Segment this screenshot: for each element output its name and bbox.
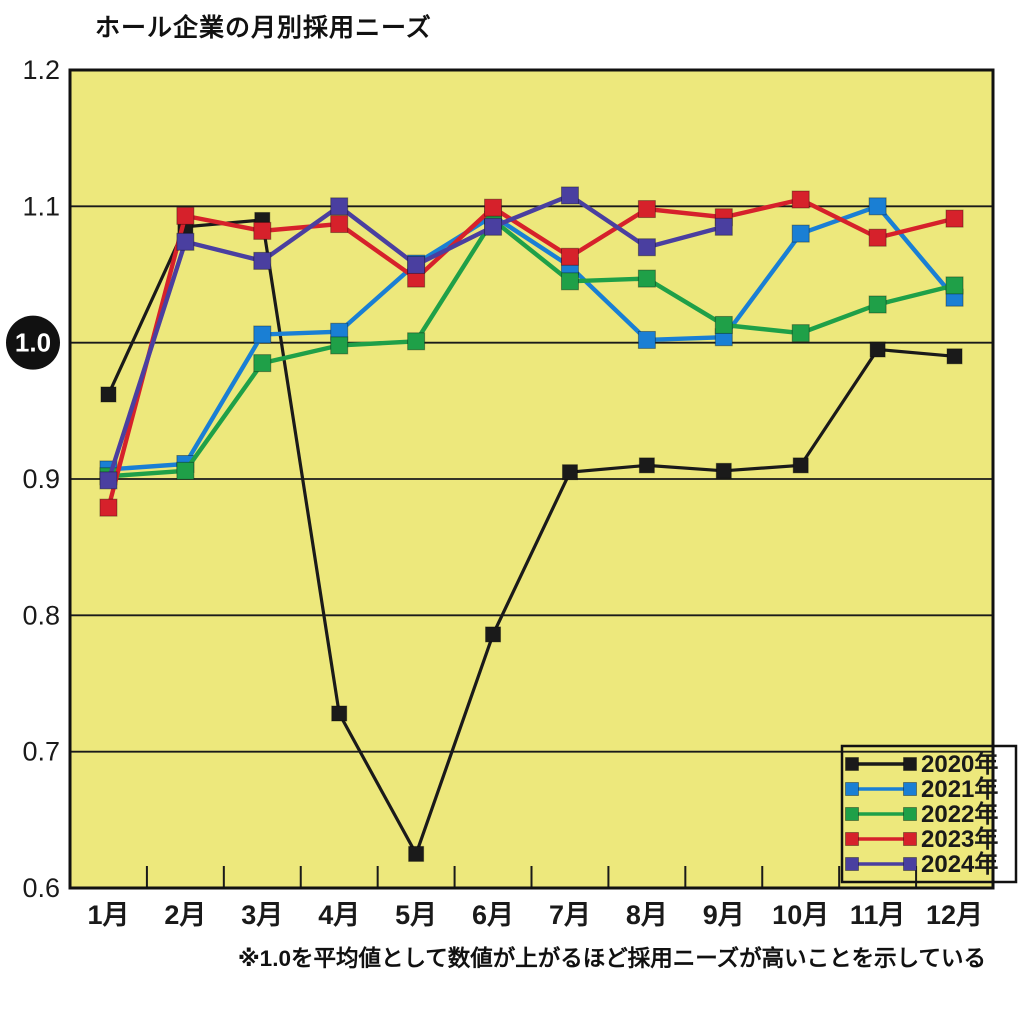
data-point-2020年	[100, 386, 117, 403]
legend-label-2022年: 2022年	[921, 800, 998, 828]
y-tick-badge	[6, 315, 60, 370]
plot-border	[68, 68, 995, 890]
data-point-2023年	[868, 228, 887, 247]
series-line-2022年	[108, 216, 956, 479]
data-point-2023年	[637, 200, 656, 219]
legend-label-2023年: 2023年	[921, 825, 998, 853]
data-point-2022年	[176, 461, 195, 480]
data-point-2023年	[176, 206, 195, 225]
legend-box	[840, 744, 1018, 884]
data-point-2022年	[945, 276, 964, 295]
series-line-2021年	[108, 203, 957, 472]
legend-marker-2021年	[903, 782, 917, 796]
series-line-2020年	[107, 218, 955, 858]
legend-marker-2023年	[845, 832, 859, 846]
legend-label-2020年: 2020年	[921, 750, 998, 778]
data-point-2021年	[253, 325, 272, 344]
y-tick-label: 0.6	[22, 873, 60, 903]
data-point-2020年	[638, 457, 655, 474]
data-point-2020年	[331, 705, 348, 722]
data-point-2024年	[330, 197, 349, 216]
data-point-2024年	[99, 471, 118, 490]
y-tick-label: 0.7	[22, 737, 60, 767]
data-point-2024年	[407, 255, 426, 274]
data-point-2021年	[868, 197, 887, 216]
x-tick-label: 1月	[87, 900, 129, 930]
data-point-2021年	[791, 224, 810, 243]
data-point-2023年	[253, 221, 272, 240]
data-point-2020年	[946, 348, 963, 365]
x-tick-label: 11月	[850, 900, 906, 930]
data-point-2024年	[714, 217, 733, 236]
chart-title: ホール企業の月別採用ニーズ	[95, 14, 432, 42]
legend-label-2021年: 2021年	[921, 775, 998, 803]
data-point-2020年	[715, 462, 732, 479]
x-tick-label: 12月	[926, 900, 983, 930]
data-point-2020年	[561, 464, 578, 481]
x-tick-label: 9月	[703, 900, 745, 930]
x-tick-label: 5月	[395, 900, 437, 930]
data-point-2023年	[560, 247, 579, 266]
data-point-2024年	[637, 238, 656, 257]
x-tick-label: 4月	[318, 900, 360, 930]
legend-marker-2020年	[845, 757, 859, 771]
data-point-2020年	[485, 626, 502, 643]
data-point-2020年	[792, 457, 809, 474]
data-point-2023年	[791, 190, 810, 209]
series-line-2023年	[106, 197, 956, 509]
x-tick-label: 7月	[549, 900, 591, 930]
legend-marker-2020年	[903, 757, 917, 771]
x-tick-label: 6月	[472, 900, 514, 930]
x-tick-label: 8月	[626, 900, 668, 930]
data-point-2022年	[253, 354, 272, 373]
y-tick-label: 1.1	[22, 191, 60, 221]
chart-footnote: ※1.0を平均値として数値が上がるほど採用ニーズが高いことを示している	[237, 946, 986, 971]
data-point-2022年	[714, 315, 733, 334]
data-point-2020年	[408, 845, 425, 862]
legend-marker-2022年	[845, 807, 859, 821]
data-point-2022年	[330, 336, 349, 355]
data-point-2023年	[484, 198, 503, 217]
data-point-2024年	[560, 186, 579, 205]
data-point-2024年	[484, 217, 503, 236]
legend-marker-2024年	[903, 857, 917, 871]
y-tick-label: 0.8	[22, 600, 60, 630]
data-point-2022年	[868, 295, 887, 314]
data-point-2024年	[253, 251, 272, 270]
data-point-2022年	[791, 324, 810, 343]
data-point-2023年	[945, 209, 964, 228]
data-point-2022年	[560, 272, 579, 291]
y-tick-label-highlight: 1.0	[15, 328, 51, 358]
data-point-2022年	[637, 269, 656, 288]
legend-marker-2021年	[845, 782, 859, 796]
data-point-2022年	[407, 332, 426, 351]
legend-marker-2024年	[845, 857, 859, 871]
legend-marker-2022年	[903, 807, 917, 821]
data-point-2023年	[99, 498, 118, 517]
data-point-2023年	[330, 215, 349, 234]
x-tick-label: 10月	[772, 900, 829, 930]
legend-label-2024年: 2024年	[921, 850, 998, 878]
data-point-2021年	[637, 330, 656, 349]
data-point-2024年	[176, 232, 195, 251]
y-tick-label: 1.2	[22, 55, 60, 85]
legend-marker-2023年	[903, 832, 917, 846]
data-point-2020年	[869, 341, 886, 358]
x-tick-label: 2月	[164, 900, 206, 930]
x-tick-label: 3月	[241, 900, 283, 930]
y-tick-label: 0.9	[22, 464, 60, 494]
